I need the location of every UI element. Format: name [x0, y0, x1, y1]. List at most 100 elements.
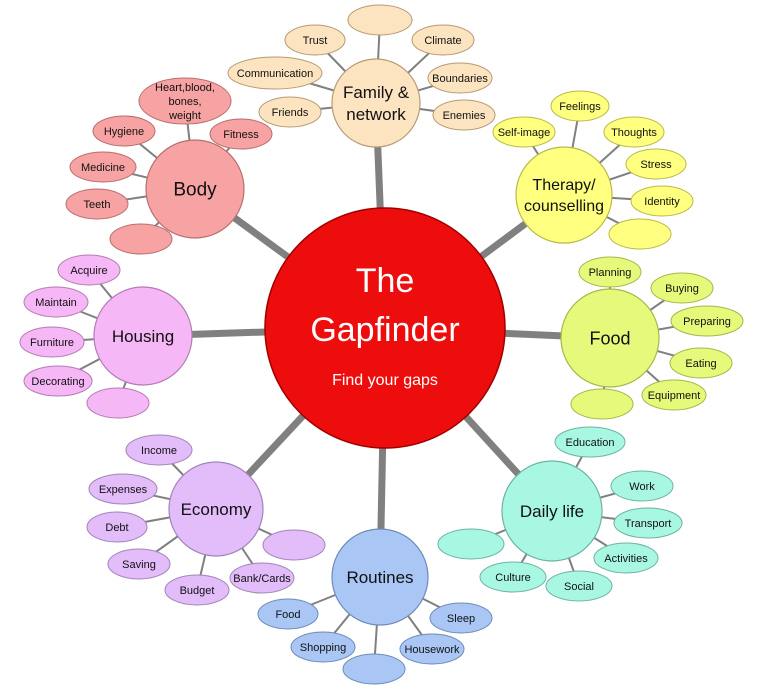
center-title-line2: Gapfinder — [310, 311, 459, 349]
leaf-shape — [19, 326, 85, 358]
leaf-bubble-food[interactable]: Equipment — [641, 379, 707, 411]
leaf-bubble-therapy[interactable] — [608, 218, 672, 250]
leaf-bubble-therapy[interactable]: Feelings — [550, 90, 610, 122]
hub-housing[interactable]: Housing — [93, 286, 193, 386]
leaf-label: Sleep — [447, 613, 475, 625]
leaf-shape — [290, 631, 356, 663]
hub-label: Food — [589, 328, 630, 348]
leaf-bubble-food[interactable]: Eating — [669, 347, 733, 379]
leaf-bubble-daily-life[interactable]: Culture — [479, 561, 547, 593]
hub-daily-life[interactable]: Daily life — [501, 460, 603, 562]
leaf-shape — [69, 151, 137, 183]
hub-shape — [501, 460, 603, 562]
leaf-bubble-body[interactable]: Heart,blood, bones, weight — [138, 77, 232, 125]
leaf-bubble-routines[interactable] — [342, 653, 406, 685]
hub-shape — [560, 288, 660, 388]
leaf-bubble-economy[interactable]: Budget — [164, 574, 230, 606]
hub-family[interactable]: Family & network — [331, 58, 421, 148]
leaf-shape — [578, 256, 642, 288]
leaf-bubble-economy[interactable]: Debt — [86, 511, 148, 543]
hub-routines[interactable]: Routines — [331, 528, 429, 626]
leaf-bubble-therapy[interactable]: Thoughts — [603, 116, 665, 148]
leaf-bubble-economy[interactable] — [262, 529, 326, 561]
leaf-bubble-daily-life[interactable] — [437, 528, 505, 560]
hub-body[interactable]: Body — [145, 139, 245, 239]
leaf-bubble-daily-life[interactable]: Transport — [613, 507, 683, 539]
leaf-bubble-family[interactable]: Climate — [411, 24, 475, 56]
leaf-bubble-routines[interactable]: Food — [257, 598, 319, 630]
leaf-bubble-economy[interactable]: Expenses — [88, 473, 158, 505]
leaf-bubble-routines[interactable]: Shopping — [290, 631, 356, 663]
leaf-label: Fitness — [223, 129, 259, 141]
leaf-bubble-daily-life[interactable]: Work — [610, 470, 674, 502]
center-title-line1: The — [356, 262, 415, 300]
leaf-label: Debt — [105, 522, 128, 534]
leaf-bubble-housing[interactable]: Maintain — [23, 286, 89, 318]
leaf-shape — [427, 62, 493, 94]
leaf-label: Climate — [424, 35, 461, 47]
leaf-bubble-family[interactable]: Friends — [258, 96, 322, 128]
leaf-bubble-food[interactable]: Preparing — [670, 305, 744, 337]
center-node[interactable]: The Gapfinder Find your gaps — [264, 207, 506, 449]
leaf-label: Decorating — [31, 376, 84, 388]
hub-economy[interactable]: Economy — [168, 461, 264, 557]
leaf-bubble-daily-life[interactable]: Education — [554, 426, 626, 458]
leaf-bubble-daily-life[interactable]: Social — [545, 570, 613, 602]
leaf-label: Buying — [665, 283, 699, 295]
leaf-label: Stress — [640, 159, 672, 171]
leaf-bubble-daily-life[interactable]: Activities — [593, 542, 659, 574]
leaf-label: Boundaries — [432, 73, 488, 85]
leaf-bubble-family[interactable]: Trust — [284, 24, 346, 56]
leaf-label: Hygiene — [104, 126, 144, 138]
leaf-bubble-economy[interactable]: Bank/Cards — [229, 562, 295, 594]
leaf-label: Expenses — [99, 484, 148, 496]
hub-shape — [93, 286, 193, 386]
leaf-shape — [625, 148, 687, 180]
leaf-bubble-body[interactable]: Hygiene — [92, 115, 156, 147]
leaf-label: Housework — [404, 644, 460, 656]
leaf-bubble-economy[interactable]: Saving — [107, 548, 171, 580]
leaf-bubble-body[interactable]: Medicine — [69, 151, 137, 183]
leaf-shape — [257, 598, 319, 630]
leaf-bubble-food[interactable]: Planning — [578, 256, 642, 288]
leaf-bubble-family[interactable]: Communication — [227, 56, 323, 90]
leaf-shape — [88, 473, 158, 505]
leaf-bubble-therapy[interactable]: Stress — [625, 148, 687, 180]
leaf-shape — [608, 218, 672, 250]
leaf-label: Education — [566, 437, 615, 449]
leaf-label: Medicine — [81, 162, 125, 174]
leaf-bubble-housing[interactable]: Acquire — [57, 254, 121, 286]
leaf-bubble-body[interactable]: Teeth — [65, 188, 129, 220]
leaf-bubble-therapy[interactable]: Self-image — [492, 116, 556, 148]
leaf-shape — [138, 77, 232, 125]
hub-therapy[interactable]: Therapy/counselling — [515, 146, 613, 244]
leaf-bubble-family[interactable]: Boundaries — [427, 62, 493, 94]
leaf-bubble-family[interactable] — [347, 4, 413, 36]
leaf-shape — [593, 542, 659, 574]
leaf-label: Heart,blood, — [155, 82, 215, 94]
leaf-shape — [209, 118, 273, 150]
leaf-bubble-food[interactable]: Buying — [650, 272, 714, 304]
hub-food[interactable]: Food — [560, 288, 660, 388]
leaf-label: Equipment — [648, 390, 701, 402]
leaf-bubble-routines[interactable]: Sleep — [429, 602, 493, 634]
leaf-bubble-body[interactable]: Fitness — [209, 118, 273, 150]
leaf-label: Acquire — [70, 265, 107, 277]
leaf-bubble-housing[interactable]: Decorating — [23, 365, 93, 397]
branch-therapy: Self-image Feelings Thoughts Stress Identity… — [492, 90, 694, 250]
leaf-shape — [670, 305, 744, 337]
leaf-shape — [479, 561, 547, 593]
leaf-bubble-therapy[interactable]: Identity — [630, 185, 694, 217]
leaf-bubble-food[interactable] — [570, 388, 634, 420]
leaf-bubble-economy[interactable]: Income — [125, 434, 193, 466]
leaf-bubble-housing[interactable]: Furniture — [19, 326, 85, 358]
leaf-bubble-routines[interactable]: Housework — [399, 633, 465, 665]
leaf-bubble-family[interactable]: Enemies — [432, 99, 496, 131]
leaf-bubble-housing[interactable] — [86, 387, 150, 419]
hub-label: counselling — [524, 198, 604, 215]
hub-label: Housing — [112, 327, 174, 346]
leaf-shape — [164, 574, 230, 606]
leaf-shape — [570, 388, 634, 420]
leaf-bubble-body[interactable] — [109, 223, 173, 255]
